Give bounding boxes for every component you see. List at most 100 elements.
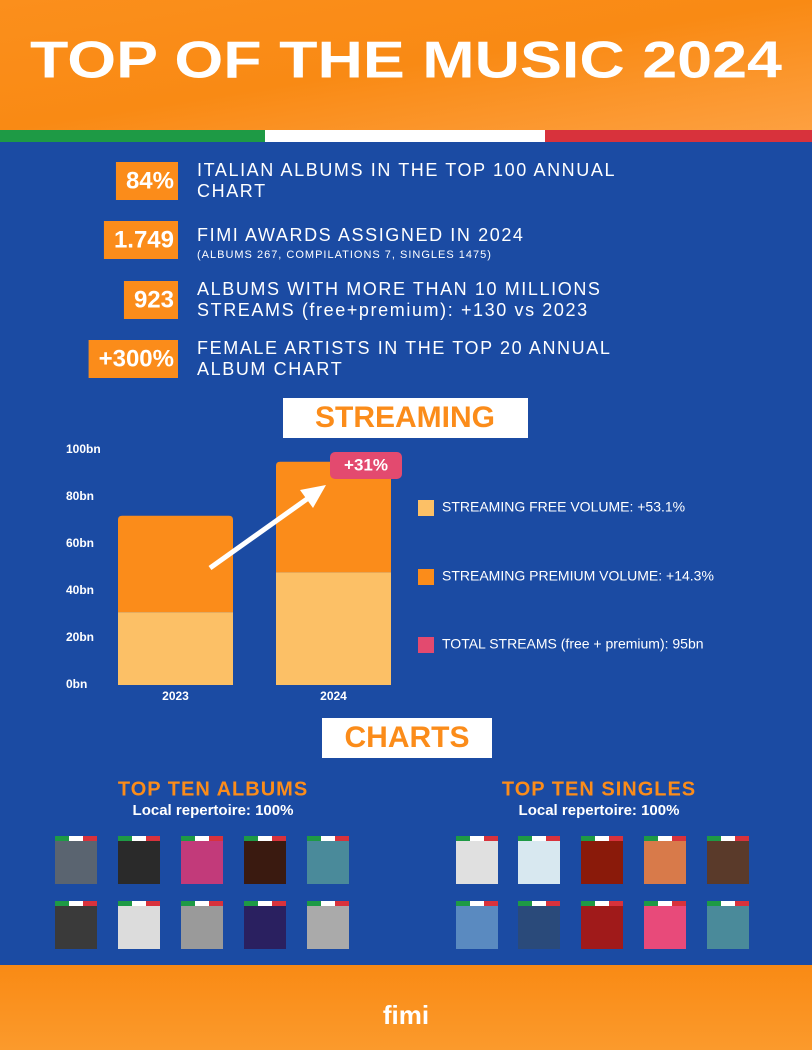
flag-white [470, 901, 484, 906]
y-tick-label: 100bn [66, 442, 101, 456]
flag-green [55, 901, 69, 906]
bar-segment [118, 515, 233, 613]
flag-white [69, 836, 83, 841]
flag-white [721, 901, 735, 906]
flag-white [532, 836, 546, 841]
list-subtitle: Local repertoire: 100% [519, 802, 680, 819]
cover-art [456, 905, 498, 949]
cover-art [181, 840, 223, 884]
flag-red [609, 836, 623, 841]
flag-white [595, 836, 609, 841]
flag-white [721, 836, 735, 841]
y-tick-label: 60bn [66, 536, 94, 550]
flag-red [83, 836, 97, 841]
flag-green [456, 836, 470, 841]
stat-text: ALBUMS WITH MORE THAN 10 MILLIONS [197, 279, 602, 299]
bar-segment [276, 572, 391, 685]
cover-art [55, 840, 97, 884]
flag-green [181, 901, 195, 906]
flag-green [118, 836, 132, 841]
flag-green [307, 901, 321, 906]
flag-green [244, 836, 258, 841]
flag-white [321, 901, 335, 906]
flag-white [532, 901, 546, 906]
flag-green [581, 901, 595, 906]
stat-box [123, 281, 178, 319]
stat-note: (ALBUMS 267, COMPILATIONS 7, SINGLES 147… [197, 249, 492, 261]
cover-art [707, 905, 749, 949]
stat-value: 923 [134, 286, 174, 313]
cover-art [118, 840, 160, 884]
flag-red [272, 901, 286, 906]
legend-swatch [418, 637, 434, 653]
stat-text: ALBUM CHART [197, 359, 343, 379]
flag-red [609, 901, 623, 906]
flag-red [672, 836, 686, 841]
section-box [283, 398, 528, 438]
legend-swatch [418, 569, 434, 585]
section-title: CHARTS [345, 721, 470, 754]
legend-label: STREAMING PREMIUM VOLUME: +14.3% [442, 568, 714, 584]
cover-art [644, 905, 686, 949]
stat-box [88, 340, 178, 378]
flag-green [55, 836, 69, 841]
flag-white [195, 901, 209, 906]
legend-label: STREAMING FREE VOLUME: +53.1% [442, 499, 685, 515]
flag-green [244, 901, 258, 906]
legend-label: TOTAL STREAMS (free + premium): 95bn [442, 636, 704, 652]
flag-red [735, 836, 749, 841]
flag-red [146, 836, 160, 841]
y-tick-label: 40bn [66, 583, 94, 597]
cover-art [518, 840, 560, 884]
y-tick-label: 80bn [66, 489, 94, 503]
y-tick-label: 0bn [66, 677, 87, 691]
stat-value: +300% [99, 345, 174, 372]
flag-red [735, 901, 749, 906]
flag-red [146, 901, 160, 906]
flag-red [272, 836, 286, 841]
annotation: +31% [344, 455, 388, 474]
cover-art [244, 905, 286, 949]
stat-value: 1.749 [114, 226, 174, 253]
cover-art [707, 840, 749, 884]
cover-art [118, 905, 160, 949]
flag-red [83, 901, 97, 906]
flag-white [195, 836, 209, 841]
stat-text: CHART [197, 181, 267, 201]
flag-red [672, 901, 686, 906]
flag-green [581, 836, 595, 841]
footer-band [0, 965, 812, 1050]
cover-art [181, 905, 223, 949]
list-subtitle: Local repertoire: 100% [133, 802, 294, 819]
cover-art [244, 840, 286, 884]
cover-art [307, 840, 349, 884]
flag-red [209, 836, 223, 841]
flag-green [518, 836, 532, 841]
header-band [0, 0, 812, 130]
flag-red [546, 901, 560, 906]
flag-green [0, 130, 265, 142]
cover-art [456, 840, 498, 884]
cover-art [581, 905, 623, 949]
cover-art [518, 905, 560, 949]
cover-art [307, 905, 349, 949]
flag-white [69, 901, 83, 906]
flag-red [335, 901, 349, 906]
cover-art [55, 905, 97, 949]
cover-art [581, 840, 623, 884]
list-title: TOP TEN ALBUMS [118, 778, 308, 800]
flag-red [484, 836, 498, 841]
x-tick-label: 2023 [162, 689, 189, 703]
legend-swatch [418, 500, 434, 516]
bar-segment [118, 612, 233, 685]
flag-red [545, 130, 812, 142]
x-tick-label: 2024 [320, 689, 347, 703]
stat-text: ITALIAN ALBUMS IN THE TOP 100 ANNUAL [197, 160, 616, 180]
stat-value: 84% [126, 167, 174, 194]
flag-white [658, 901, 672, 906]
flag-red [209, 901, 223, 906]
stat-box [103, 221, 178, 259]
flag-red [546, 836, 560, 841]
flag-green [707, 836, 721, 841]
flag-white [258, 901, 272, 906]
